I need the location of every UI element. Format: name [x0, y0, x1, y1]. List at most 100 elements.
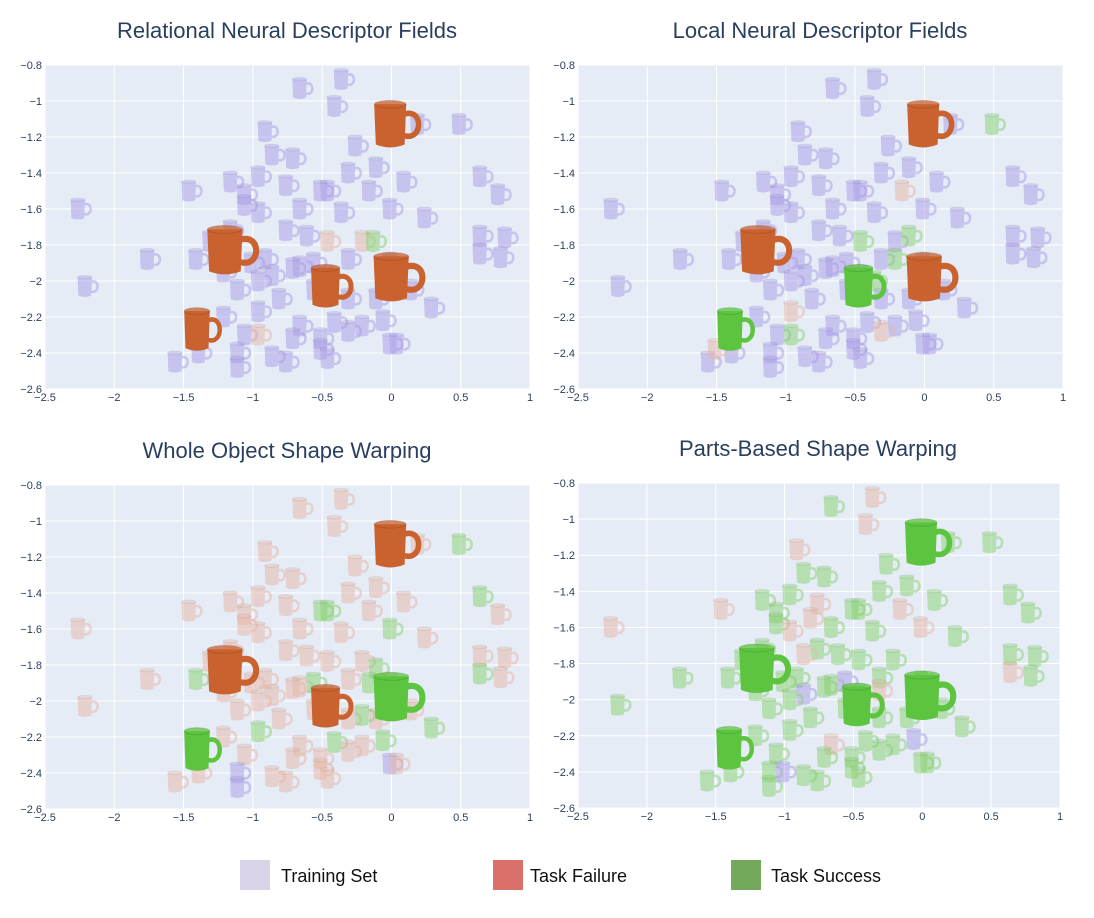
training-mug [885, 733, 907, 756]
training-mug [781, 718, 804, 741]
training-mug [326, 94, 349, 117]
legend-item-training[interactable]: Training Set [240, 860, 377, 890]
training-mug [768, 742, 790, 765]
training-mug [981, 531, 1004, 554]
training-mug [809, 637, 832, 660]
y-tick-label: −1.2 [20, 132, 42, 144]
training-mug [761, 697, 784, 720]
training-mug [229, 775, 252, 798]
training-mug [783, 201, 806, 224]
y-tick-label: −1 [562, 96, 575, 108]
x-tick-label: 1 [1057, 811, 1063, 823]
chart-panel-1: Relational Neural Descriptor Fields−2.5−… [20, 18, 533, 404]
training-mug [775, 760, 797, 783]
y-tick-label: −2.6 [20, 384, 42, 396]
x-tick-label: −2.5 [34, 392, 56, 404]
training-mug [278, 639, 300, 662]
training-mug [250, 201, 273, 224]
training-mug [956, 296, 979, 319]
training-mug [472, 165, 494, 188]
training-mug [298, 224, 321, 247]
training-mug [1002, 661, 1025, 684]
training-mug [250, 689, 273, 712]
y-tick-label: −2 [29, 276, 42, 288]
training-mug [714, 179, 736, 202]
training-mug [181, 179, 203, 202]
training-mug [949, 206, 972, 229]
training-mug [139, 667, 162, 690]
training-mug [333, 621, 356, 644]
test-mug-failure [739, 224, 793, 275]
test-mug-failure [906, 251, 959, 302]
training-mug [817, 256, 840, 279]
training-mug [375, 729, 397, 752]
y-tick-label: −2.6 [553, 803, 575, 815]
training-mug [250, 269, 273, 292]
y-tick-label: −1.2 [553, 132, 575, 144]
training-mug [340, 581, 363, 604]
training-mug [901, 224, 923, 247]
training-mug [354, 314, 376, 337]
training-mug [250, 165, 273, 188]
data-points [70, 487, 519, 798]
y-tick-label: −0.8 [20, 60, 42, 72]
legend-label-training: Training Set [281, 866, 377, 886]
training-mug [852, 346, 875, 369]
y-tick-label: −1 [29, 516, 42, 528]
y-tick-label: −2 [562, 695, 575, 707]
training-mug [1025, 246, 1048, 269]
training-mug [762, 278, 785, 301]
training-mug [319, 346, 342, 369]
training-mug [333, 487, 356, 510]
training-mug [77, 274, 99, 297]
x-tick-label: −1.5 [706, 392, 728, 404]
test-mug-failure [206, 644, 260, 695]
training-mug [70, 617, 92, 640]
training-mug [326, 514, 349, 537]
training-mug [250, 621, 273, 644]
training-mug [816, 675, 839, 698]
x-tick-label: 0 [921, 392, 927, 404]
chart-title-3: Whole Object Shape Warping [143, 438, 432, 463]
training-mug [395, 170, 418, 193]
training-mug [347, 134, 370, 157]
test-mug-failure [310, 263, 354, 308]
chart-title-1: Relational Neural Descriptor Fields [117, 18, 457, 43]
training-mug [816, 745, 839, 769]
training-mug [388, 752, 411, 775]
training-mug [257, 667, 279, 690]
training-mug [795, 682, 818, 705]
y-tick-label: −2.4 [20, 348, 42, 360]
training-mug [250, 300, 273, 323]
legend-swatch-training [240, 860, 270, 890]
training-mug [823, 494, 845, 518]
training-mug [496, 646, 519, 669]
training-mug [817, 327, 840, 350]
training-mug [1029, 226, 1052, 249]
y-tick-label: −1.8 [20, 240, 42, 252]
y-tick-label: −1.2 [20, 552, 42, 564]
training-mug [954, 715, 976, 738]
legend-swatch-failure [493, 860, 523, 890]
training-mug [257, 247, 279, 270]
training-mug [864, 485, 887, 509]
training-mug [811, 219, 833, 242]
x-tick-label: 0.5 [453, 392, 468, 404]
training-mug [361, 599, 383, 622]
x-tick-label: −2.5 [567, 811, 589, 823]
training-mug [713, 597, 735, 620]
training-mug [187, 667, 210, 690]
chart-panel-3: Whole Object Shape Warping −2.5 −2 −1.5 −1 −0… [20, 438, 533, 824]
training-mug [984, 112, 1006, 135]
training-mug [319, 649, 342, 672]
training-mug [278, 594, 300, 617]
training-mug [947, 624, 969, 648]
legend-item-success[interactable]: Task Success [731, 860, 881, 890]
training-mug [284, 747, 307, 770]
y-tick-label: −1.8 [553, 240, 575, 252]
test-mug-success [843, 263, 887, 308]
legend-item-failure[interactable]: Task Failure [493, 860, 627, 890]
training-mug [802, 706, 825, 729]
training-mug [229, 355, 252, 378]
training-mug [899, 574, 921, 597]
